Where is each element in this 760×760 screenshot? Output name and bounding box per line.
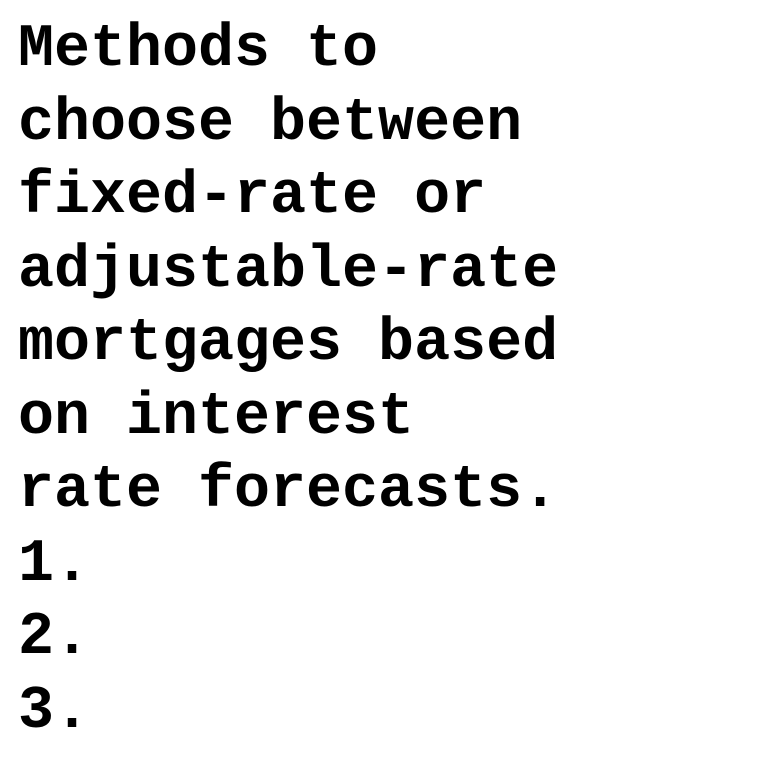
list-item-3: 3. (18, 677, 91, 746)
list-item-1: 1. (18, 530, 91, 599)
title-line: choose between (18, 89, 523, 158)
title-line: rate forecasts. (18, 457, 559, 525)
title-line: on interest (18, 383, 415, 452)
title-line: adjustable-rate (18, 236, 559, 305)
title-line: mortgages based (18, 310, 559, 378)
title-line: Methods to (18, 16, 379, 84)
list-item-2: 2. (18, 604, 91, 672)
document-body: Methods to choose between fixed-rate or … (18, 14, 748, 749)
numbered-list: 1. 2. 3. (18, 529, 748, 750)
title-line: fixed-rate or (18, 163, 487, 231)
document-title: Methods to choose between fixed-rate or … (18, 14, 748, 529)
